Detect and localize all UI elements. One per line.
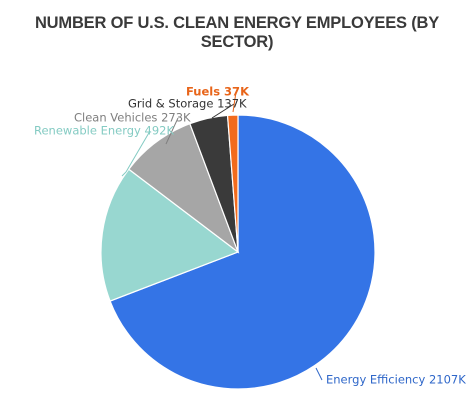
slice-label-fuels: Fuels 37K — [186, 85, 250, 99]
slice-label-grid-storage: Grid & Storage 137K — [128, 97, 247, 111]
leader-line-renewable-energy — [121, 130, 151, 177]
leader-line-clean-vehicles — [165, 117, 179, 145]
leader-line-grid-storage — [211, 103, 235, 119]
chart-title: NUMBER OF U.S. CLEAN ENERGY EMPLOYEES (B… — [34, 14, 440, 51]
leader-line-fuels — [232, 91, 237, 113]
pie-slice-renewable-energy — [100, 168, 240, 302]
leader-line-energy-efficiency — [315, 367, 323, 381]
slice-label-renewable-energy: Renewable Energy 492K — [34, 124, 174, 138]
slice-label-clean-vehicles: Clean Vehicles 273K — [74, 111, 191, 125]
pie-slice-fuels — [226, 114, 239, 253]
slice-label-energy-efficiency: Energy Efficiency 2107K — [326, 373, 466, 387]
pie-slice-energy-efficiency — [109, 114, 376, 390]
